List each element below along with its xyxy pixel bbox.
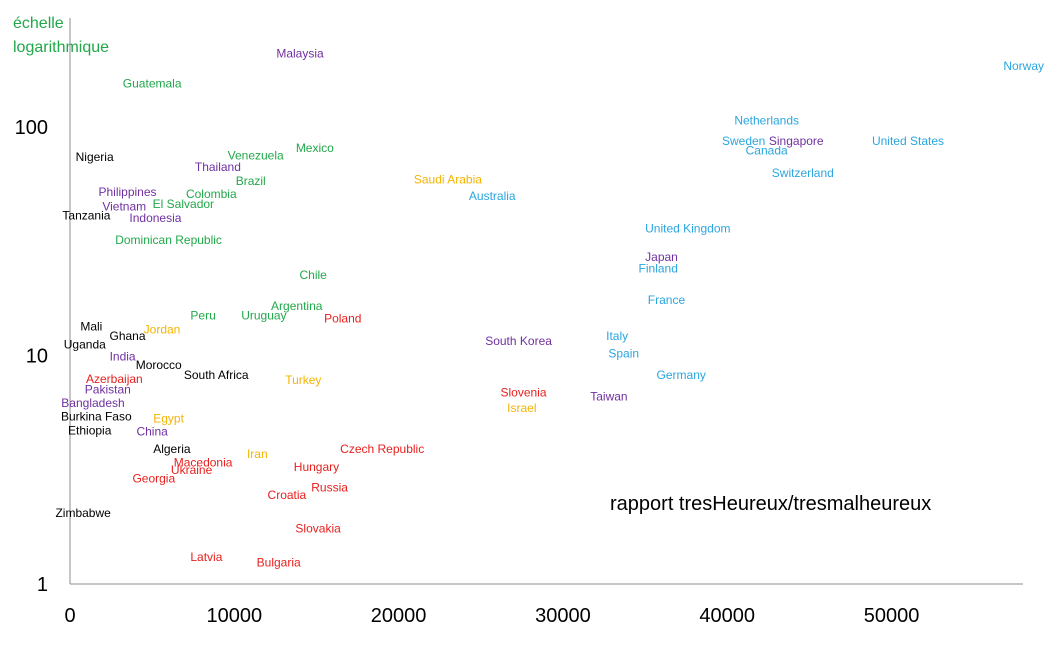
country-label: Georgia	[132, 471, 175, 485]
country-label: France	[648, 293, 686, 307]
country-label: Colombia	[186, 187, 237, 201]
country-label: Chile	[299, 268, 327, 282]
country-label: Finland	[639, 262, 678, 276]
country-label: Poland	[324, 312, 361, 326]
country-label: Russia	[311, 480, 348, 494]
x-tick-label: 30000	[535, 605, 591, 627]
country-label: Canada	[746, 143, 788, 157]
country-label: Uruguay	[241, 308, 286, 322]
country-label: Croatia	[268, 488, 307, 502]
x-tick-label: 20000	[371, 605, 427, 627]
country-labels: Malaysia Guatemala Norway Netherlands Sweden…	[55, 46, 1044, 569]
country-label: China	[136, 424, 168, 438]
country-label: Zimbabwe	[55, 506, 111, 520]
country-label: Philippines	[98, 185, 156, 199]
country-label: Australia	[469, 189, 516, 203]
country-label: Ghana	[109, 329, 145, 343]
country-label: Netherlands	[734, 113, 799, 127]
country-label: Bangladesh	[61, 396, 124, 410]
x-tick-label: 10000	[206, 605, 262, 627]
country-label: Israel	[507, 401, 536, 415]
country-label: Uganda	[64, 337, 106, 351]
country-label: Saudi Arabia	[414, 172, 482, 186]
country-label: Azerbaijan	[86, 372, 143, 386]
country-label: South Korea	[485, 334, 552, 348]
country-label: Slovenia	[500, 385, 546, 399]
country-label: Taiwan	[590, 390, 627, 404]
country-label: Italy	[606, 329, 628, 343]
x-tick-label: 40000	[699, 605, 755, 627]
y-axis-title: échelle logarithmique	[13, 15, 109, 56]
country-label: United Kingdom	[645, 221, 730, 235]
country-label: Japan	[645, 250, 678, 264]
chart-annotation: rapport tresHeureux/tresmalheureux	[610, 493, 931, 515]
country-label: Sweden	[722, 134, 765, 148]
country-label: Indonesia	[129, 211, 181, 225]
country-label: Egypt	[153, 412, 184, 426]
country-label: Brazil	[236, 174, 266, 188]
country-label: Norway	[1003, 59, 1044, 73]
y-tick-label: 100	[15, 117, 48, 139]
country-label: Singapore	[769, 134, 824, 148]
country-label: Peru	[190, 308, 215, 322]
country-label: Vietnam	[102, 199, 146, 213]
country-label: Pakistan	[85, 382, 131, 396]
x-tick-label: 50000	[864, 605, 920, 627]
country-label: Algeria	[153, 442, 191, 456]
country-label: Ethiopia	[68, 423, 112, 437]
country-label: Germany	[657, 368, 706, 382]
country-label: Argentina	[271, 299, 323, 313]
x-axis-ticks: 0 10000 20000 30000 40000 50000	[64, 605, 919, 627]
x-tick-label: 0	[64, 605, 75, 627]
country-label: Latvia	[190, 550, 222, 564]
country-label: Mali	[80, 319, 102, 333]
country-label: United States	[872, 134, 944, 148]
country-label: Spain	[608, 347, 639, 361]
country-label: El Salvador	[153, 197, 214, 211]
country-label: Turkey	[285, 373, 321, 387]
country-label: Switzerland	[772, 166, 834, 180]
country-label: Guatemala	[123, 77, 182, 91]
country-label: Dominican Republic	[115, 233, 222, 247]
country-label: Ukraine	[171, 463, 213, 477]
country-label: Venezuela	[228, 149, 284, 163]
y-tick-label: 10	[26, 346, 48, 368]
country-label: South Africa	[184, 368, 249, 382]
country-label: Bulgaria	[257, 556, 301, 570]
country-label: Iran	[247, 447, 268, 461]
y-tick-label: 1	[37, 574, 48, 596]
country-label: Thailand	[195, 160, 241, 174]
country-label: Nigeria	[76, 150, 114, 164]
country-label: Slovakia	[295, 521, 341, 535]
y-axis-title-line-1: échelle	[13, 15, 64, 32]
country-label: Macedonia	[174, 456, 233, 470]
country-label: Hungary	[294, 460, 339, 474]
country-label: Burkina Faso	[61, 410, 132, 424]
country-label: Mexico	[296, 141, 334, 155]
country-label: Morocco	[136, 358, 182, 372]
country-label: India	[110, 350, 136, 364]
country-label: Malaysia	[276, 46, 324, 60]
country-label: Jordan	[144, 322, 181, 336]
country-label: Czech Republic	[340, 442, 424, 456]
y-axis-title-line-2: logarithmique	[13, 39, 109, 56]
y-axis-ticks: 1 10 100	[15, 117, 48, 596]
country-label: Tanzania	[62, 208, 110, 222]
